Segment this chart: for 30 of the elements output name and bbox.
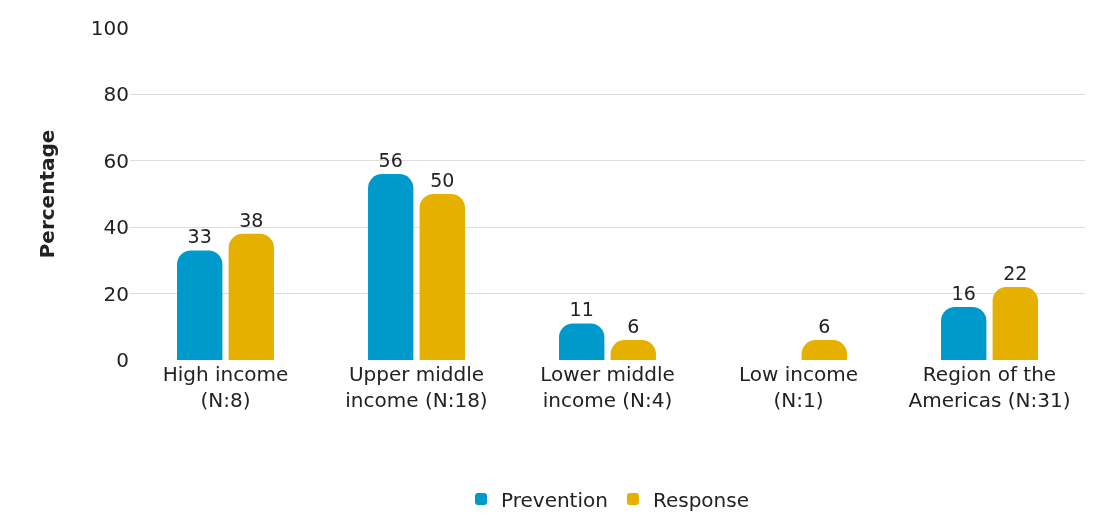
x-tick-label: Low income (N:1) <box>739 362 858 412</box>
bar <box>368 174 414 360</box>
y-tick-label: 60 <box>103 148 129 173</box>
bar <box>941 306 987 360</box>
data-label: 56 <box>378 149 403 172</box>
legend-label: Response <box>652 487 749 512</box>
bar <box>992 286 1038 360</box>
y-tick-label: 100 <box>90 16 129 40</box>
bar <box>177 250 223 360</box>
data-label: 16 <box>951 281 976 304</box>
bar <box>228 233 274 360</box>
x-tick-label: Region of the Americas (N:31) <box>908 362 1071 412</box>
y-tick-label: 80 <box>103 82 129 107</box>
data-label: 22 <box>1003 261 1028 284</box>
y-tick-label: 20 <box>103 281 129 306</box>
y-tick-label: 40 <box>103 215 129 240</box>
bar <box>419 194 465 360</box>
x-tick-label: High income (N:8) <box>162 362 289 412</box>
data-label: 50 <box>430 169 455 191</box>
bar <box>559 323 605 360</box>
y-axis-title: Percentage <box>35 129 60 259</box>
x-tick-label: Upper middle income (N:18) <box>345 362 488 412</box>
legend-label: Prevention <box>501 487 608 512</box>
data-label: 6 <box>818 315 831 338</box>
data-label: 33 <box>187 225 212 248</box>
y-tick-label: 0 <box>116 348 129 372</box>
x-tick-label: Lower middle income (N:4) <box>540 362 675 412</box>
data-label: 6 <box>627 315 640 338</box>
data-label: 38 <box>239 208 264 231</box>
data-label: 11 <box>569 298 594 321</box>
